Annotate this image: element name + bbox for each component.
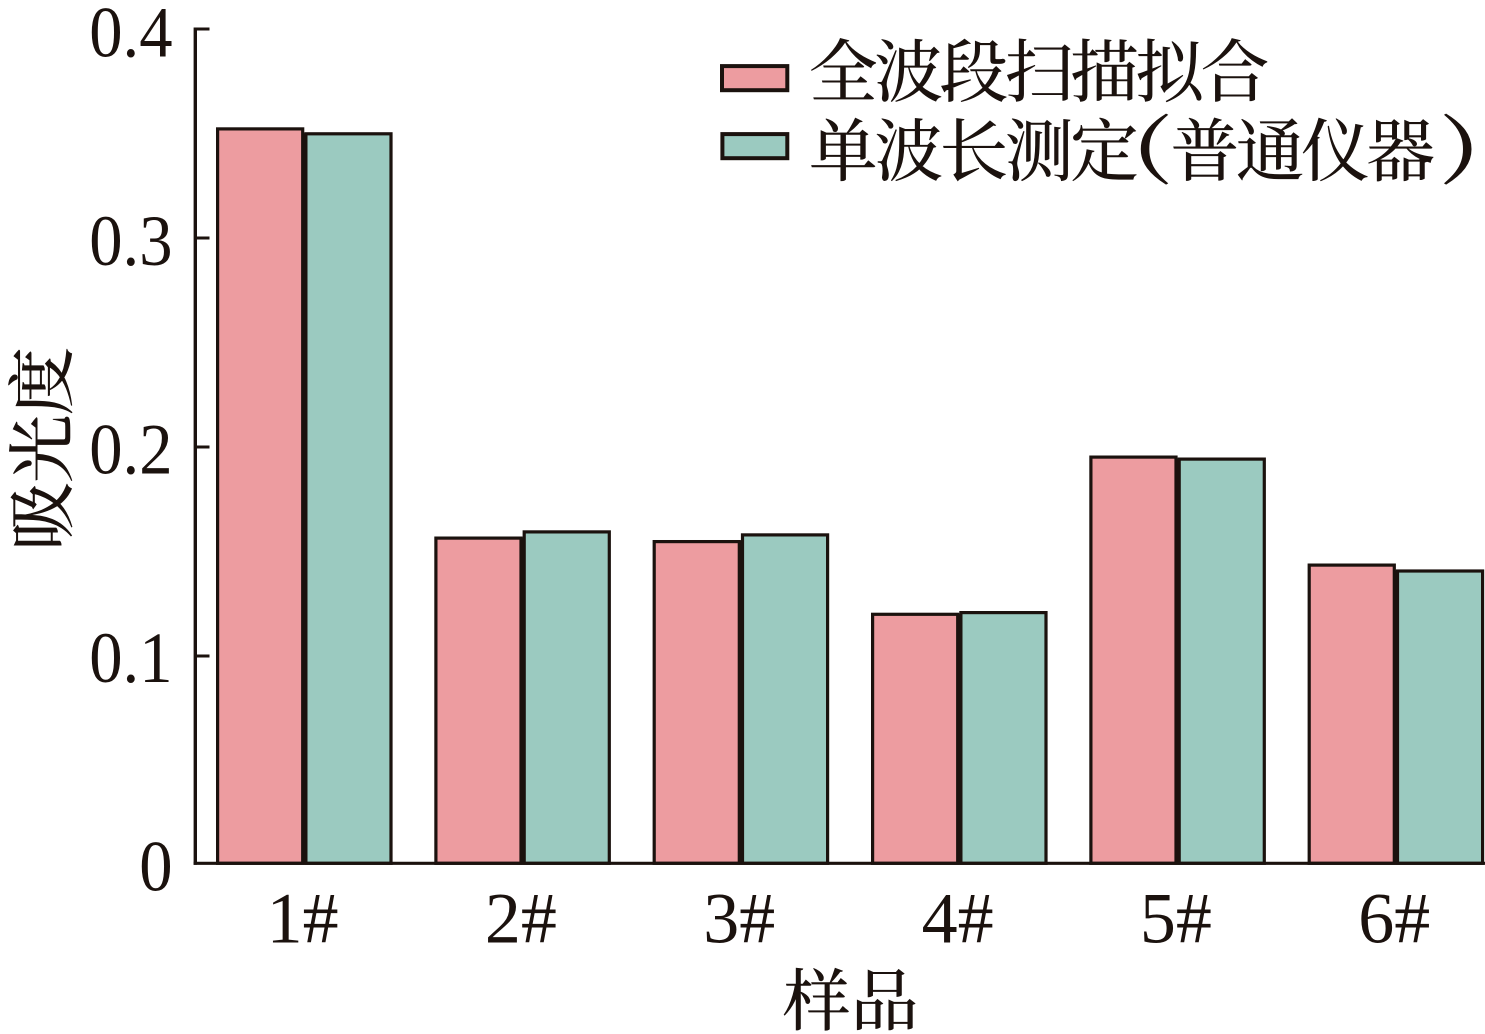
svg-text:0.1: 0.1 [89,619,172,699]
svg-text:2#: 2# [485,879,557,959]
svg-text:0.4: 0.4 [89,0,172,73]
svg-text:1#: 1# [267,879,339,959]
svg-text:0.3: 0.3 [89,202,172,282]
svg-text:6#: 6# [1358,879,1430,959]
svg-text:4#: 4# [922,879,994,959]
svg-text:3#: 3# [703,879,775,959]
svg-text:5#: 5# [1140,879,1212,959]
svg-text:0.2: 0.2 [89,410,172,490]
svg-text:0: 0 [139,827,172,907]
